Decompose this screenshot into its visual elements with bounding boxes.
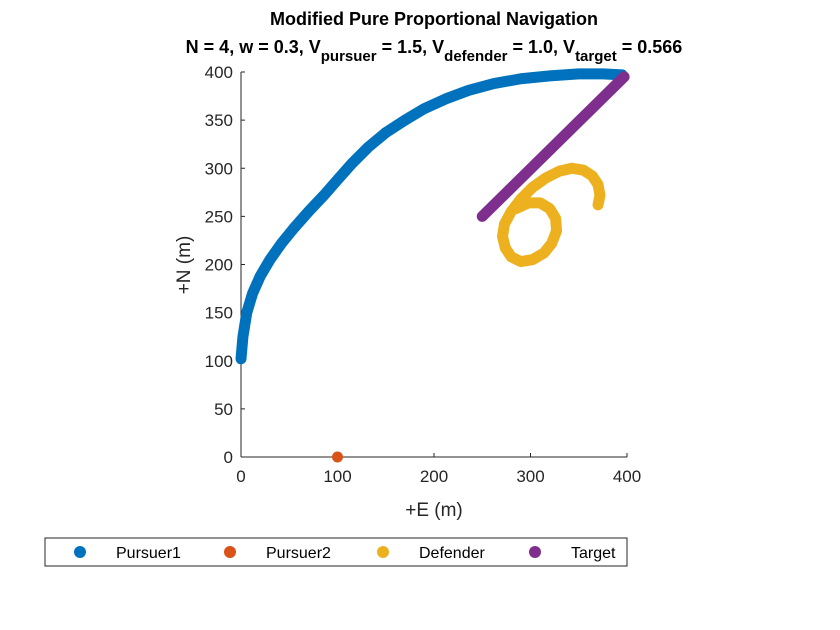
data-layer xyxy=(235,68,630,463)
subtitle-mid1: = 1.5, V xyxy=(377,37,445,57)
y-tick-label: 0 xyxy=(224,448,233,467)
pursuer1-trajectory xyxy=(235,68,628,365)
chart-title: Modified Pure Proportional Navigation xyxy=(270,9,598,29)
x-tick-label: 0 xyxy=(236,467,245,486)
subtitle-prefix: N = 4, w = 0.3, V xyxy=(186,37,321,57)
legend-marker-pursuer2 xyxy=(224,546,236,558)
legend-label-defender: Defender xyxy=(419,545,485,562)
y-tick-label: 50 xyxy=(214,400,233,419)
pursuer2-point xyxy=(332,451,343,463)
x-tick-label: 300 xyxy=(516,467,544,486)
subtitle-mid2: = 1.0, V xyxy=(508,37,576,57)
legend-marker-pursuer1 xyxy=(74,546,86,558)
legend-item-pursuer1: Pursuer1 xyxy=(74,545,181,562)
chart-subtitle: N = 4, w = 0.3, Vpursuer = 1.5, Vdefende… xyxy=(186,37,683,65)
legend: Pursuer1 Pursuer2 Defender Target xyxy=(44,537,628,567)
legend-item-defender: Defender xyxy=(377,545,485,562)
ticks: 0 100 200 300 400 0 50 100 150 200 250 300 350 400 xyxy=(205,63,642,486)
legend-marker-target xyxy=(529,546,541,558)
x-axis-label: +E (m) xyxy=(405,500,463,521)
y-tick-label: 200 xyxy=(205,256,233,275)
legend-label-pursuer2: Pursuer2 xyxy=(266,545,331,562)
x-tick-label: 400 xyxy=(613,467,641,486)
y-tick-label: 400 xyxy=(205,63,233,82)
y-tick-label: 350 xyxy=(205,111,233,130)
subtitle-sub-defender: defender xyxy=(444,48,508,65)
target-trajectory xyxy=(476,71,630,222)
subtitle-sub-pursuer: pursuer xyxy=(321,48,377,65)
x-tick-label: 200 xyxy=(420,467,448,486)
subtitle-sub-target: target xyxy=(575,48,617,65)
y-axis-label: +N (m) xyxy=(174,236,195,295)
legend-label-pursuer1: Pursuer1 xyxy=(116,545,181,562)
y-tick-label: 300 xyxy=(205,159,233,178)
y-tick-label: 150 xyxy=(205,304,233,323)
defender-trajectory xyxy=(497,162,606,268)
legend-marker-defender xyxy=(377,546,389,558)
legend-item-pursuer2: Pursuer2 xyxy=(224,545,331,562)
legend-label-target: Target xyxy=(571,545,616,562)
y-tick-label: 100 xyxy=(205,352,233,371)
legend-item-target: Target xyxy=(529,545,616,562)
x-tick-label: 100 xyxy=(323,467,351,486)
subtitle-suffix: = 0.566 xyxy=(617,37,683,57)
y-tick-label: 250 xyxy=(205,207,233,226)
